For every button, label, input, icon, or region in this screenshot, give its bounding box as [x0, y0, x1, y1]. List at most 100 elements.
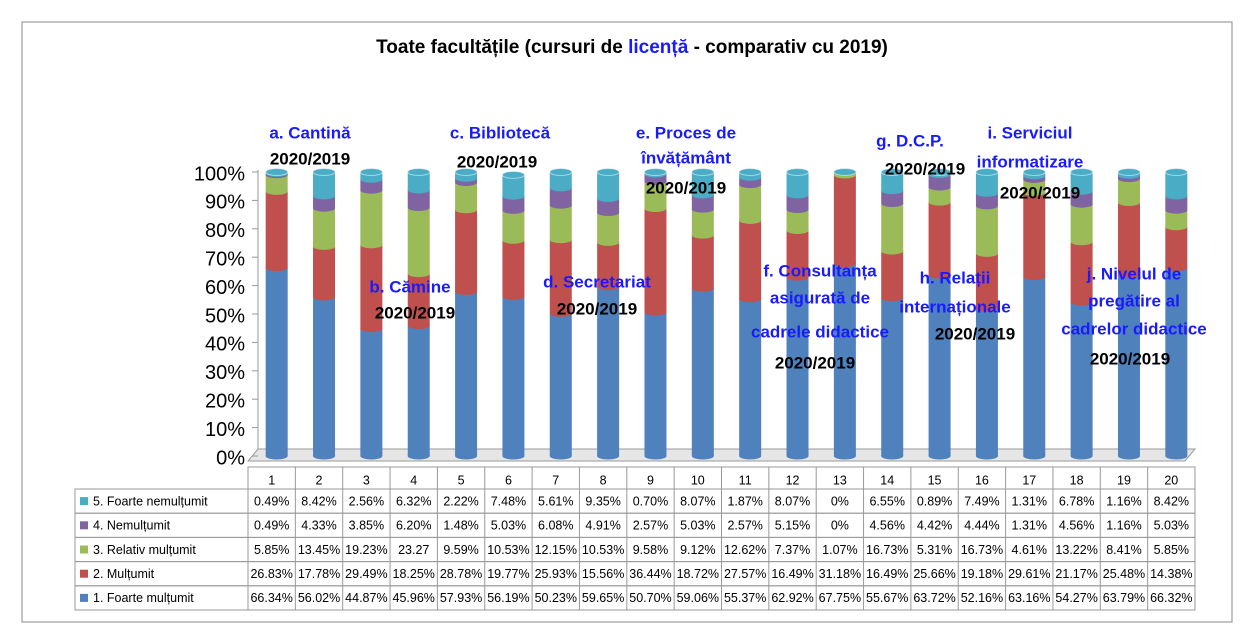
- bar-segment: [739, 184, 762, 224]
- bar-body: [644, 312, 667, 456]
- table-cell: 5.85%: [1154, 543, 1189, 557]
- bar-body: [975, 307, 998, 456]
- bar-base: [1023, 452, 1046, 460]
- bar-body: [1023, 192, 1046, 277]
- bar-segment: [1165, 210, 1188, 231]
- x-tick-label: 16: [975, 473, 989, 487]
- bar-body: [928, 202, 951, 276]
- bar-segment: [1023, 192, 1046, 281]
- table-cell: 57.93%: [440, 591, 482, 605]
- bar-base: [502, 292, 525, 300]
- bar-top: [1164, 168, 1188, 176]
- bar-body: [691, 172, 714, 195]
- table-cell: 17.78%: [298, 567, 340, 581]
- annotation-sub: 2020/2019: [775, 353, 855, 372]
- table-cell: 55.37%: [724, 591, 766, 605]
- table-cell: 18.72%: [677, 567, 719, 581]
- x-tick-label: 13: [833, 473, 847, 487]
- bar-base: [1117, 198, 1140, 206]
- bar-top: [596, 168, 620, 176]
- bar-base: [1070, 298, 1093, 306]
- bar-base: [1165, 264, 1188, 272]
- bar-body: [313, 208, 336, 247]
- bar-base: [786, 206, 809, 214]
- y-tick-label: 40%: [205, 334, 245, 356]
- table-cell: 5.31%: [917, 543, 952, 557]
- y-tick-label: 20%: [205, 390, 245, 412]
- bar-segment: [881, 172, 904, 195]
- bar-segment: [928, 187, 951, 206]
- table-cell: 59.65%: [582, 591, 624, 605]
- table-cell: 4.33%: [301, 519, 336, 533]
- bar-body: [549, 313, 572, 456]
- bar-body: [881, 190, 904, 204]
- table-cell: 2.22%: [443, 494, 478, 508]
- table-cell: 8.07%: [680, 494, 715, 508]
- bar-body: [786, 230, 809, 278]
- annotation: pregătire al: [1088, 291, 1180, 310]
- bar-base: [786, 191, 809, 199]
- table-cell: 0%: [831, 519, 849, 533]
- table-cell: 4.91%: [585, 519, 620, 533]
- bar-base: [1070, 200, 1093, 208]
- chart-title: Toate facultățile (cursuri de licență - …: [376, 37, 888, 58]
- x-tick-label: 7: [552, 473, 559, 487]
- table-cell: 0.89%: [917, 494, 952, 508]
- bar-body: [360, 179, 383, 191]
- bar-segment: [644, 181, 667, 213]
- table-cell: 16.73%: [961, 543, 1003, 557]
- annotation: cadrele didactice: [751, 322, 889, 341]
- table-cell: 3.85%: [349, 519, 384, 533]
- bar-base: [928, 452, 951, 460]
- bar-segment: [644, 312, 667, 460]
- table-cell: 16.49%: [771, 567, 813, 581]
- bar-body: [881, 251, 904, 298]
- table-cell: 8.42%: [301, 494, 336, 508]
- bar-segment: [1070, 204, 1093, 246]
- bar-segment: [597, 198, 620, 216]
- bar-base: [644, 452, 667, 460]
- bar-body: [928, 275, 951, 456]
- bar-segment: [786, 230, 809, 281]
- table-cell: 27.57%: [724, 567, 766, 581]
- table-cell: 2.56%: [349, 494, 384, 508]
- annotation: internaționale: [899, 297, 1010, 316]
- table-cell: 8.42%: [1154, 494, 1189, 508]
- bar-base: [407, 321, 430, 329]
- legend-swatch: [80, 593, 88, 602]
- bar-top: [1070, 168, 1094, 176]
- bar-segment: [502, 296, 525, 460]
- bar-body: [975, 172, 998, 194]
- y-tick-label: 50%: [205, 305, 245, 327]
- bar-base: [644, 308, 667, 316]
- bar-body: [549, 187, 572, 206]
- x-tick-label: 2: [316, 473, 323, 487]
- annotation: h. Relații: [920, 268, 991, 287]
- bar-segment: [975, 172, 998, 197]
- bar-base: [1023, 273, 1046, 281]
- annotation: învățământ: [640, 148, 731, 167]
- bar-body: [502, 174, 525, 197]
- bar-base: [928, 198, 951, 206]
- annotation: i. Serviciul: [987, 123, 1072, 142]
- table-cell: 66.32%: [1150, 591, 1192, 605]
- table-cell: 23.27: [398, 543, 429, 557]
- bar-segment: [786, 209, 809, 234]
- table-cell: 7.49%: [964, 494, 999, 508]
- bar-body: [691, 235, 714, 289]
- x-tick-label: 18: [1070, 473, 1084, 487]
- annotation-sub: 2020/2019: [557, 299, 637, 318]
- bar-base: [407, 270, 430, 278]
- bar-base: [928, 271, 951, 279]
- bar-base: [313, 242, 336, 250]
- bar-segment: [881, 251, 904, 302]
- legend-label: 5. Foarte nemulțumit: [93, 494, 208, 508]
- bar-segment: [360, 179, 383, 194]
- table-cell: 5.03%: [680, 519, 715, 533]
- bar-body: [313, 195, 336, 209]
- table-cell: 1.16%: [1106, 494, 1141, 508]
- x-tick-label: 12: [786, 473, 800, 487]
- legend-label: 2. Mulțumit: [93, 567, 155, 581]
- bar-segment: [786, 172, 809, 199]
